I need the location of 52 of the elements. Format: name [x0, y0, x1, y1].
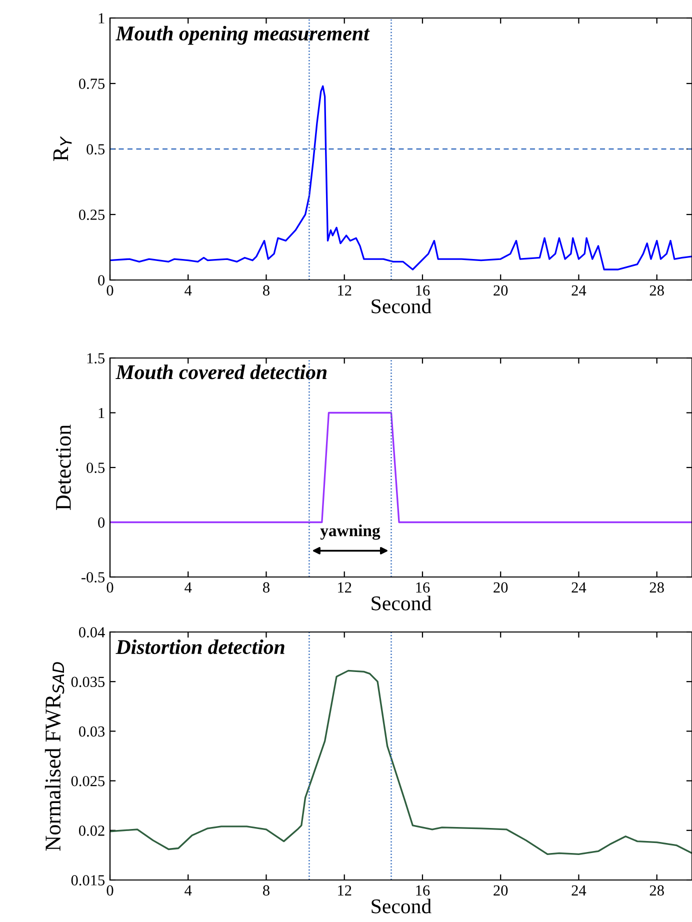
y-tick-label: 0.03 [78, 726, 105, 737]
chart-title: Distortion detection [116, 639, 284, 654]
x-tick-label: 0 [106, 885, 114, 896]
x-tick-label: 12 [338, 582, 352, 592]
y-tick-label: 1 [98, 408, 104, 418]
x-axis-title: Second [372, 298, 432, 314]
x-tick-label: 8 [263, 285, 270, 296]
x-axis-title: Second [372, 898, 432, 914]
x-tick-label: 4 [184, 285, 192, 296]
y-tick-label: 0.035 [71, 676, 105, 688]
x-tick-label: 0 [106, 285, 114, 296]
y-tick-label: 0.025 [71, 776, 105, 786]
y-tick-label: 0.5 [86, 462, 105, 474]
x-tick-label: 12 [338, 285, 352, 296]
x-tick-label: 16 [416, 885, 430, 896]
x-axis-title: Second [372, 596, 432, 610]
y-axis-title: Detection [56, 424, 71, 510]
x-tick-label: 4 [184, 582, 192, 592]
x-tick-label: 20 [494, 885, 508, 896]
x-tick-label: 4 [184, 885, 192, 896]
y-axis-title: R$_{Y}$ [53, 136, 72, 162]
x-tick-label: 20 [494, 582, 508, 593]
line-series [110, 85, 692, 270]
y-tick-label: 0.04 [78, 627, 105, 638]
y-tick-label: 0.02 [78, 826, 104, 836]
y-tick-label: 0 [98, 517, 105, 528]
x-tick-label: 24 [572, 885, 586, 896]
y-tick-label: 1.5 [87, 353, 105, 364]
y-axis-title: Normalised FWR$_{SAD}$ [44, 662, 64, 851]
y-tick-label: 0.015 [71, 875, 105, 886]
chart-title: Mouth covered detection [116, 364, 327, 380]
x-tick-label: 28 [650, 582, 664, 593]
x-tick-label: 28 [650, 885, 664, 896]
x-tick-label: 24 [572, 582, 586, 592]
chart-title: Mouth opening measurement [116, 26, 370, 45]
x-tick-label: 0 [106, 582, 114, 593]
x-tick-label: 24 [572, 285, 586, 296]
x-tick-label: 20 [494, 285, 508, 296]
annotation: yawning [320, 524, 380, 540]
y-tick-label: -0.5 [82, 572, 105, 583]
y-tick-label: 0 [98, 275, 105, 286]
y-tick-label: 1 [98, 13, 104, 24]
y-tick-label: 0.5 [86, 144, 105, 155]
y-tick-label: 0.25 [78, 210, 105, 220]
x-tick-label: 28 [650, 285, 664, 296]
line-series [110, 670, 692, 856]
x-tick-label: 12 [338, 885, 352, 896]
x-tick-label: 16 [416, 582, 430, 593]
x-tick-label: 8 [263, 582, 270, 593]
y-tick-label: 0.75 [78, 78, 105, 90]
x-tick-label: 8 [263, 885, 270, 896]
x-tick-label: 16 [416, 285, 430, 296]
